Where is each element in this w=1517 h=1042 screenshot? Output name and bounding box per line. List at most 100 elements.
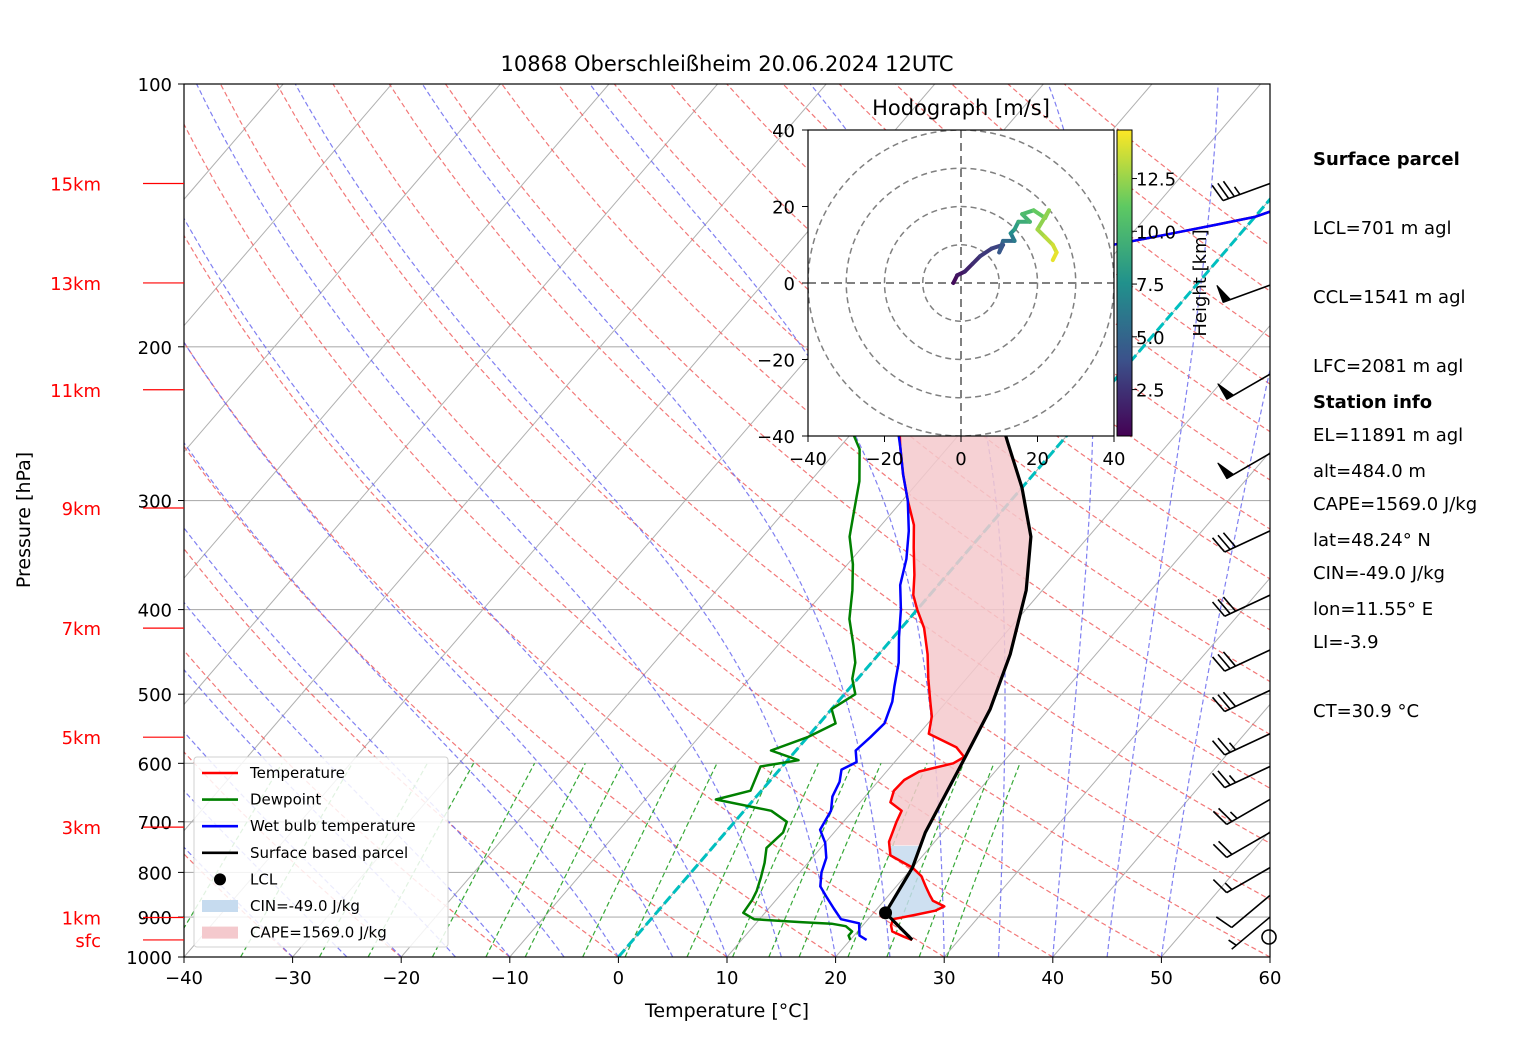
isotherm-line xyxy=(184,84,393,327)
barb-full xyxy=(1211,772,1226,789)
legend-label: Wet bulb temperature xyxy=(250,817,416,835)
barb-full xyxy=(1215,916,1233,929)
colorbar-tick-label: 2.5 xyxy=(1136,381,1165,402)
x-tick-label: −40 xyxy=(165,968,203,989)
dry-adiabat-line xyxy=(184,341,836,957)
dry-adiabat-line xyxy=(388,84,1270,844)
mixing-ratio-line xyxy=(582,763,678,957)
mixing-ratio-line xyxy=(485,763,586,957)
hodograph-y-tick-label: −40 xyxy=(757,427,795,448)
y-tick-label: 600 xyxy=(138,754,172,775)
hodograph-x-tick-label: 20 xyxy=(1026,449,1049,470)
barb-flag xyxy=(1217,383,1235,400)
li-value: LI=-3.9 xyxy=(1313,632,1379,653)
el-value: EL=11891 m agl xyxy=(1313,425,1464,446)
isotherm-line xyxy=(184,84,827,832)
barb-full xyxy=(1222,532,1237,548)
barb-staff xyxy=(1226,798,1271,826)
ccl-value: CCL=1541 m agl xyxy=(1313,287,1466,308)
x-tick-label: 20 xyxy=(824,968,847,989)
x-tick-label: 60 xyxy=(1259,968,1282,989)
mixing-ratio-line xyxy=(798,763,882,957)
isotherm-line xyxy=(835,451,1270,957)
chart-title: 10868 Oberschleißheim 20.06.2024 12UTC xyxy=(501,52,954,76)
cape-area xyxy=(881,348,1031,846)
barb-half xyxy=(1228,939,1237,946)
mixing-ratio-line xyxy=(686,763,776,957)
colorbar-tick-label: 5.0 xyxy=(1136,328,1165,349)
moist-adiabat-line xyxy=(184,601,511,957)
isotherm-line xyxy=(509,84,1261,957)
mixing-ratio-line xyxy=(732,763,819,957)
station-info-panel: Station info alt=484.0 m lat=48.24° N lo… xyxy=(1313,345,1433,644)
barb-staff xyxy=(1231,916,1271,950)
hodograph-colorbar xyxy=(1116,129,1133,437)
legend-swatch xyxy=(214,873,226,886)
hodograph-ring xyxy=(922,244,1000,322)
barb-staff xyxy=(1231,894,1271,929)
moist-adiabat-line xyxy=(196,84,782,957)
hodograph-x-tick-label: 40 xyxy=(1103,449,1126,470)
hodograph-title: Hodograph [m/s] xyxy=(872,96,1050,120)
barb-full xyxy=(1217,737,1231,753)
x-tick-label: 0 xyxy=(613,968,624,989)
moist-adiabat-line xyxy=(184,527,565,957)
legend-label: CAPE=1569.0 J/kg xyxy=(250,924,387,942)
barb-staff xyxy=(1224,733,1271,756)
barb-staff xyxy=(1222,182,1271,202)
hodograph-trace xyxy=(997,238,1006,255)
barb-half xyxy=(1228,742,1237,751)
height-tick-label: 13km xyxy=(50,274,101,295)
station-altitude: alt=484.0 m xyxy=(1313,461,1426,482)
height-tick-label: 9km xyxy=(62,499,101,520)
hodograph-y-tick-label: −20 xyxy=(757,351,795,372)
wind-barb xyxy=(1211,530,1271,553)
wind-barb xyxy=(1212,866,1271,894)
height-tick-label: 7km xyxy=(62,619,101,640)
mixing-ratio-line xyxy=(624,763,718,957)
wind-barb xyxy=(1211,765,1271,789)
dry-adiabat-line xyxy=(184,234,945,957)
height-tick-label: 15km xyxy=(50,174,101,195)
wind-barbs xyxy=(1211,180,1277,950)
barb-full xyxy=(1211,184,1224,202)
colorbar-tick-label: 7.5 xyxy=(1136,275,1165,296)
colorbar-tick-label: 12.5 xyxy=(1136,170,1176,191)
hodograph: Hodograph [m/s] −40−40 −20 −20 0 0 20 20 40 40 2.5… xyxy=(757,96,1211,470)
x-tick-label: 40 xyxy=(1041,968,1064,989)
moist-adiabat-line xyxy=(1160,367,1270,957)
y-tick-label: 800 xyxy=(138,863,172,884)
y-tick-label: 200 xyxy=(138,338,172,359)
dry-adiabat-line xyxy=(184,547,619,957)
y-tick-label: 100 xyxy=(138,75,172,96)
dry-adiabat-line xyxy=(501,84,1270,736)
surface-parcel-panel: Surface parcel LCL=701 m agl CCL=1541 m … xyxy=(1313,102,1477,746)
barb-full xyxy=(1222,691,1237,707)
barb-staff xyxy=(1226,866,1271,894)
surface-parcel-heading: Surface parcel xyxy=(1313,149,1460,170)
x-tick-label: 30 xyxy=(933,968,956,989)
x-tick-label: −30 xyxy=(274,968,312,989)
lcl-value: LCL=701 m agl xyxy=(1313,218,1452,239)
dry-adiabat-line xyxy=(184,123,1054,957)
y-tick-label: 400 xyxy=(138,601,172,622)
barb-full xyxy=(1211,656,1226,672)
isotherm-line xyxy=(184,84,501,453)
x-tick-label: −20 xyxy=(382,968,420,989)
x-tick-label: 50 xyxy=(1150,968,1173,989)
y-tick-label: 1000 xyxy=(126,948,172,969)
station-info-heading: Station info xyxy=(1313,392,1433,413)
barb-full xyxy=(1217,182,1230,199)
wind-barb xyxy=(1216,284,1271,304)
dry-adiabat-line xyxy=(332,84,1270,901)
wind-barb xyxy=(1215,894,1271,929)
hodograph-y-tick-label: 40 xyxy=(772,121,795,142)
dry-adiabat-line xyxy=(445,84,1270,789)
cape-value: CAPE=1569.0 J/kg xyxy=(1313,494,1478,515)
isotherm-line xyxy=(184,84,718,706)
barb-half xyxy=(1228,774,1237,784)
height-tick-label: 11km xyxy=(50,381,101,402)
barb-half xyxy=(1233,186,1241,195)
barb-full xyxy=(1212,810,1228,826)
